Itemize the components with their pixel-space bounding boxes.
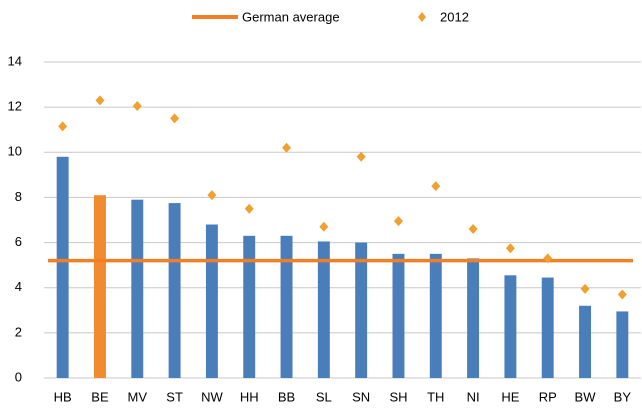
bar <box>579 305 592 378</box>
x-tick-label: SL <box>316 389 332 404</box>
marker-2012 <box>505 243 515 254</box>
x-tick-label: HE <box>501 389 519 404</box>
legend-label: German average <box>242 9 340 24</box>
y-tick-label: 14 <box>8 53 22 68</box>
bar <box>131 199 144 378</box>
x-tick-label: BB <box>278 389 295 404</box>
marker-2012 <box>58 121 68 132</box>
marker-2012 <box>543 253 553 264</box>
x-tick-label: MV <box>128 389 148 404</box>
marker-2012 <box>95 95 105 106</box>
marker-2012 <box>356 151 366 162</box>
x-tick-label: RP <box>539 389 557 404</box>
x-tick-label: NW <box>201 389 223 404</box>
marker-2012 <box>207 190 217 201</box>
marker-2012 <box>468 224 478 235</box>
bar <box>243 235 256 378</box>
marker-2012 <box>580 283 590 294</box>
legend-marker <box>418 12 426 22</box>
bar <box>392 253 405 378</box>
x-tick-label: SH <box>389 389 407 404</box>
marker-2012 <box>132 101 142 112</box>
marker-2012 <box>617 289 627 300</box>
bar <box>56 156 69 378</box>
x-tick-label: NI <box>467 389 480 404</box>
y-tick-label: 2 <box>15 324 22 339</box>
x-tick-label: BW <box>575 389 597 404</box>
y-tick-label: 12 <box>8 99 22 114</box>
y-tick-label: 0 <box>15 369 22 384</box>
x-tick-label: ST <box>166 389 183 404</box>
bar <box>93 195 106 378</box>
bar <box>280 235 293 378</box>
bar <box>205 224 218 378</box>
bar <box>467 258 480 378</box>
x-tick-label: BY <box>614 389 632 404</box>
x-tick-label: TH <box>427 389 444 404</box>
marker-2012 <box>282 142 292 153</box>
bar <box>616 311 629 378</box>
marker-2012 <box>431 181 441 192</box>
x-tick-label: HH <box>240 389 259 404</box>
y-tick-label: 8 <box>15 189 22 204</box>
bar <box>355 242 368 378</box>
bar <box>504 275 517 378</box>
bar <box>168 203 181 378</box>
bar <box>541 277 554 378</box>
marker-2012 <box>393 216 403 227</box>
y-tick-label: 10 <box>8 144 22 159</box>
x-tick-label: HB <box>54 389 72 404</box>
x-tick-label: SN <box>352 389 370 404</box>
marker-2012 <box>319 221 329 232</box>
legend-label: 2012 <box>440 9 469 24</box>
y-tick-label: 4 <box>15 279 22 294</box>
marker-2012 <box>244 203 254 214</box>
bar <box>317 241 330 378</box>
x-tick-label: BE <box>91 389 109 404</box>
bar <box>429 253 442 378</box>
y-tick-label: 6 <box>15 234 22 249</box>
marker-2012 <box>170 113 180 124</box>
